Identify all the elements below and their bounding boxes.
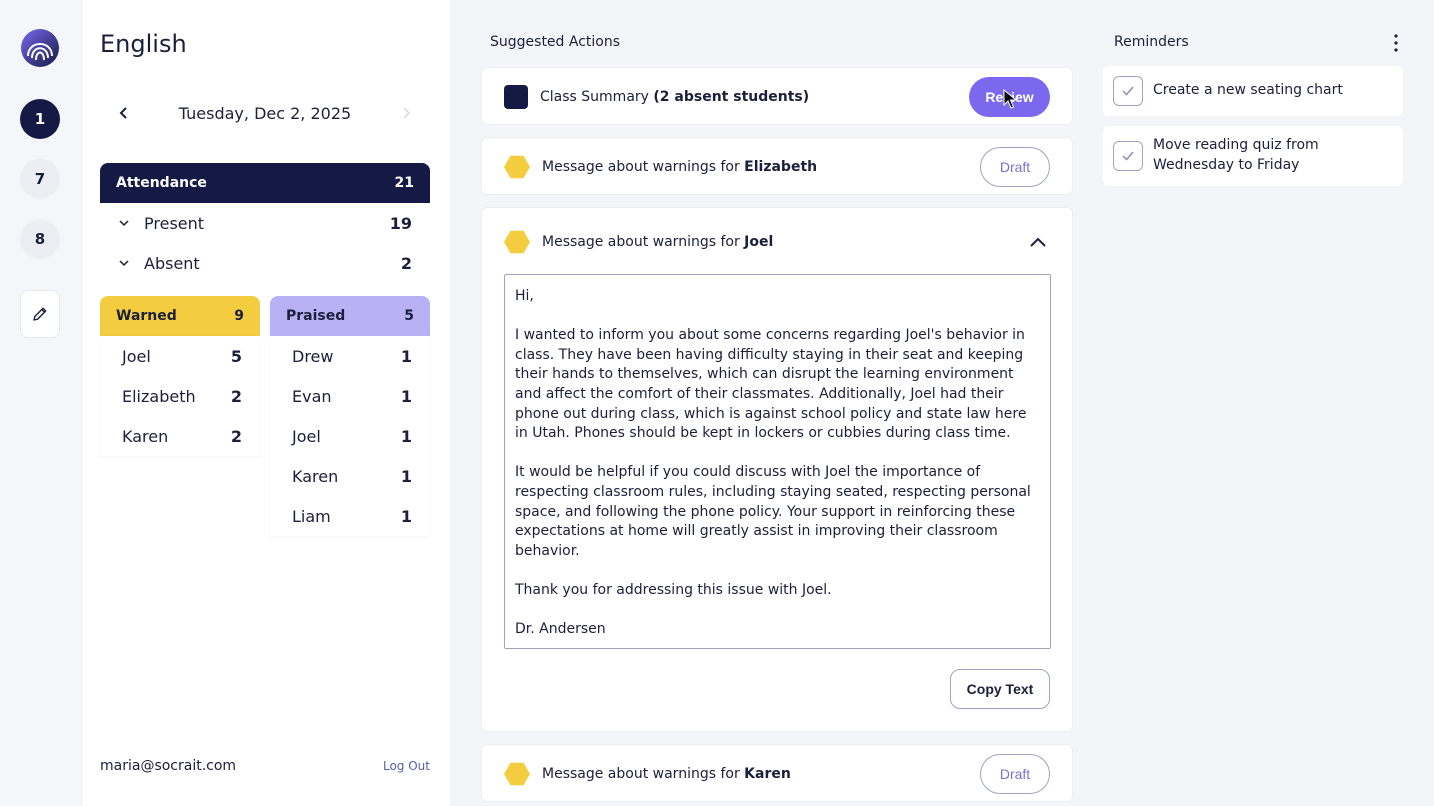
student-name: Joel	[292, 426, 321, 446]
praised-student-row[interactable]: Karen 1	[270, 456, 430, 496]
date-navigator: Tuesday, Dec 2, 2025	[100, 96, 430, 130]
attendance-row-count: 19	[389, 213, 412, 233]
attendance-label: Attendance	[116, 175, 207, 191]
warned-label: Warned	[116, 308, 177, 324]
action-label: Message about warnings for Karen	[542, 766, 791, 782]
app-rail: 1 7 8	[0, 0, 82, 806]
attendance-total: 21	[394, 175, 414, 191]
warned-panel: Warned 9 Joel 5 Elizabeth 2 Karen 2	[100, 296, 260, 456]
previous-day-button[interactable]	[100, 96, 148, 130]
student-name: Joel	[122, 346, 151, 366]
praised-label: Praised	[286, 308, 346, 324]
draft-button[interactable]: Draft	[980, 147, 1050, 187]
message-greeting: Hi,	[515, 288, 534, 304]
student-name: Evan	[292, 386, 332, 406]
warned-student-row[interactable]: Joel 5	[100, 336, 260, 376]
hexagon-icon	[504, 230, 530, 254]
reminder-checkbox[interactable]	[1113, 76, 1143, 106]
action-card-elizabeth: Message about warnings for Elizabeth Dra…	[481, 137, 1073, 195]
square-icon	[504, 85, 528, 109]
attendance-row-label: Present	[144, 213, 205, 233]
current-date: Tuesday, Dec 2, 2025	[178, 103, 352, 123]
warned-student-row[interactable]: Elizabeth 2	[100, 376, 260, 416]
edit-button[interactable]	[20, 290, 60, 338]
praised-student-row[interactable]: Joel 1	[270, 416, 430, 456]
praised-student-row[interactable]: Drew 1	[270, 336, 430, 376]
praised-panel: Praised 5 Drew 1 Evan 1 Joel 1 Karen 1 Liam 1	[270, 296, 430, 536]
reminder-text: Move reading quiz from Wednesday to Frid…	[1153, 137, 1319, 173]
copy-text-button[interactable]: Copy Text	[950, 669, 1050, 709]
rail-class-1[interactable]: 1	[20, 99, 60, 139]
rail-class-8[interactable]: 8	[20, 219, 60, 259]
student-count: 2	[230, 386, 242, 406]
reminder-item: Create a new seating chart	[1103, 66, 1403, 116]
warned-count: 9	[234, 308, 244, 324]
collapse-button[interactable]	[1026, 230, 1050, 254]
student-name: Elizabeth	[122, 386, 196, 406]
message-signature: Dr. Andersen	[515, 621, 606, 638]
next-day-button[interactable]	[382, 96, 430, 130]
praised-count: 5	[404, 308, 414, 324]
attendance-row-label: Absent	[144, 253, 200, 273]
attendance-row-present[interactable]: Present 19	[100, 203, 430, 243]
message-paragraph: It would be helpful if you could discuss…	[515, 464, 1031, 559]
student-count: 1	[400, 346, 412, 366]
logout-link[interactable]: Log Out	[382, 759, 430, 773]
pencil-icon	[33, 307, 47, 321]
hexagon-icon	[504, 762, 530, 786]
user-email: maria@socrait.com	[100, 758, 237, 774]
student-name: Drew	[292, 346, 334, 366]
hexagon-icon	[504, 155, 530, 179]
student-name: Karen	[122, 426, 169, 446]
student-count: 1	[400, 506, 412, 526]
action-label: Class Summary (2 absent students)	[540, 89, 810, 105]
warned-student-row[interactable]: Karen 2	[100, 416, 260, 456]
suggested-actions-title: Suggested Actions	[490, 34, 621, 50]
attendance-header: Attendance 21	[100, 163, 430, 203]
chevron-down-icon	[119, 260, 129, 267]
attendance-row-absent[interactable]: Absent 2	[100, 243, 430, 283]
reminder-text: Create a new seating chart	[1153, 82, 1343, 99]
reminders-title: Reminders	[1114, 34, 1189, 50]
attendance-row-count: 2	[400, 253, 412, 273]
action-label: Message about warnings for Elizabeth	[542, 159, 818, 175]
mouse-cursor-icon	[1003, 89, 1017, 109]
attendance-panel: Attendance 21 Present 19 Absent 2	[100, 163, 430, 283]
student-count: 5	[230, 346, 242, 366]
logo-icon[interactable]	[20, 28, 60, 68]
action-card-joel: Message about warnings for Joel Hi, I wa…	[481, 207, 1073, 732]
chevron-up-icon	[1030, 237, 1046, 247]
reminder-checkbox[interactable]	[1113, 141, 1143, 171]
message-paragraph: I wanted to inform you about some concer…	[515, 327, 1027, 442]
student-count: 2	[230, 426, 242, 446]
message-textarea[interactable]: Hi, I wanted to inform you about some co…	[504, 274, 1051, 649]
warned-header: Warned 9	[100, 296, 260, 336]
chevron-left-icon	[119, 107, 127, 119]
class-title: English	[100, 30, 187, 58]
message-paragraph: Thank you for addressing this issue with…	[515, 581, 832, 598]
student-count: 1	[400, 426, 412, 446]
student-count: 1	[400, 386, 412, 406]
action-label: Message about warnings for Joel	[542, 234, 774, 250]
praised-student-row[interactable]: Evan 1	[270, 376, 430, 416]
student-name: Liam	[292, 506, 331, 526]
class-sidebar: English Tuesday, Dec 2, 2025 Attendance …	[82, 0, 450, 806]
reminder-item: Move reading quiz from Wednesday to Frid…	[1103, 126, 1403, 186]
draft-button[interactable]: Draft	[980, 754, 1050, 794]
rail-class-7[interactable]: 7	[20, 159, 60, 199]
checkmark-icon	[1122, 86, 1134, 96]
action-card-class-summary: Class Summary (2 absent students) Review	[481, 67, 1073, 125]
reminders-menu-button[interactable]	[1386, 32, 1406, 54]
student-name: Karen	[292, 466, 339, 486]
checkmark-icon	[1122, 151, 1134, 161]
student-count: 1	[400, 466, 412, 486]
praised-header: Praised 5	[270, 296, 430, 336]
chevron-down-icon	[119, 220, 129, 227]
praised-student-row[interactable]: Liam 1	[270, 496, 430, 536]
action-card-karen: Message about warnings for Karen Draft	[481, 744, 1073, 802]
more-vertical-icon	[1394, 34, 1398, 52]
chevron-right-icon	[403, 107, 411, 119]
